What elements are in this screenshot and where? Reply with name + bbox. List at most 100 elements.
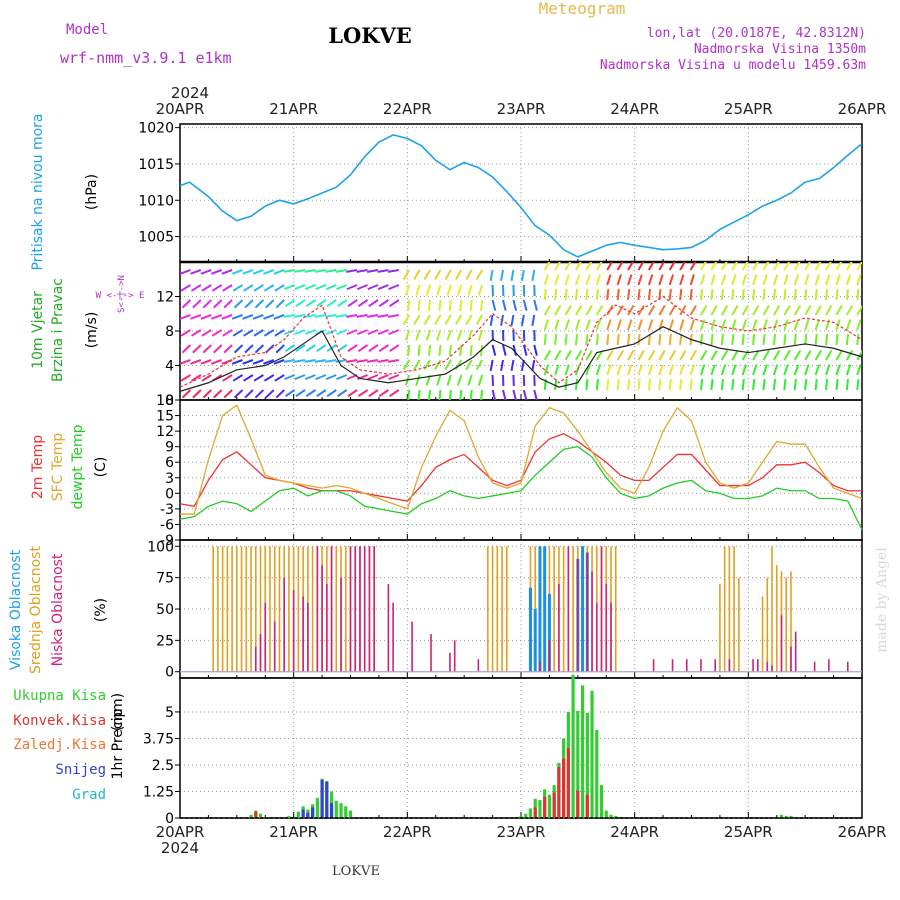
wind-arrow (616, 288, 620, 301)
wind-arrow (454, 314, 463, 326)
wind-arrow (510, 359, 515, 372)
wind-arrow (606, 288, 610, 301)
wind-arrow (438, 344, 442, 357)
wind-arrow (679, 304, 687, 316)
wind-arrow (679, 364, 685, 376)
wind-arrow (467, 284, 473, 296)
wind-arrow (448, 299, 452, 312)
wind-arrow (762, 274, 768, 286)
precip-bar (287, 815, 291, 818)
wind-arrow (294, 359, 306, 363)
wind-arrow (438, 389, 442, 400)
wind-arrow (469, 389, 473, 400)
wind-arrow (574, 378, 579, 391)
wind-arrow (446, 329, 452, 341)
cloud-bar (605, 583, 608, 672)
wind-arrow (637, 304, 645, 316)
wind-arrow (263, 329, 275, 337)
wind-arrow (512, 299, 518, 311)
temp-unit: (C) (93, 457, 109, 478)
wind-arrow (222, 329, 233, 337)
wind-arrow (368, 299, 379, 307)
precip-bar (552, 792, 556, 818)
cloud-bar (392, 602, 394, 672)
wind-arrow (668, 288, 672, 301)
temp-label-1: 2m Temp (30, 435, 46, 499)
wind-arrow (454, 269, 463, 281)
wind-arrow (762, 378, 766, 391)
wind-arrow (427, 344, 432, 357)
wind-arrow (469, 299, 473, 312)
wind-arrow (699, 378, 704, 391)
wind-arrow (741, 274, 748, 286)
wind-arrow (456, 374, 463, 386)
cloud-bar (553, 546, 555, 672)
wind-arrow (522, 299, 528, 311)
wind-arrow (201, 329, 212, 337)
wind-arrow (647, 288, 652, 301)
wind-arrow (446, 374, 452, 386)
wind-arrow (356, 329, 368, 336)
wind-arrow (793, 304, 802, 316)
wind-arrow (294, 374, 306, 381)
wind-arrow (783, 364, 789, 376)
wind-arrow (554, 304, 562, 316)
wind-arrow (436, 284, 442, 296)
wind-arrow (387, 359, 399, 363)
cloud-bar (292, 590, 295, 672)
wind-arrow (325, 329, 337, 336)
wind-arrow (347, 344, 358, 352)
wind-arrow (180, 374, 191, 382)
y-tick-label: 15 (156, 409, 174, 425)
wind-arrow (389, 344, 400, 352)
wind-arrow (772, 274, 779, 286)
wind-arrow (294, 284, 306, 291)
pressure-label: Pritisak na nivou mora (30, 113, 46, 270)
wind-arrow (465, 359, 473, 371)
y-tick-label: -3 (160, 502, 174, 518)
precip-bar (315, 797, 319, 818)
wind-arrow (491, 389, 497, 400)
precip-bar (590, 690, 594, 818)
cloud-bar (330, 546, 333, 672)
cloud-bar (586, 552, 589, 672)
cloud-bar (766, 577, 769, 672)
wind-arrow (423, 359, 431, 371)
wind-arrow (700, 274, 706, 286)
cloud-bar (685, 659, 688, 672)
wind-arrow (378, 389, 389, 397)
wind-arrow (616, 364, 622, 376)
wind-arrow (377, 284, 389, 291)
wind-arrow (647, 319, 654, 331)
wind-arrow (475, 314, 484, 326)
wind-arrow (616, 349, 624, 361)
cloud-bar (719, 583, 721, 672)
wind-arrow (304, 329, 316, 336)
wind-arrow (388, 374, 400, 381)
wind-arrow (304, 359, 316, 363)
legend-conv-rain: Konvek.Kisa (13, 713, 106, 729)
y-tick-label: 12 (156, 290, 174, 306)
wind-arrow (783, 333, 787, 346)
wind-arrow (428, 389, 432, 400)
wind-arrow (243, 284, 254, 292)
wind-arrow (190, 374, 202, 382)
wind-arrow (731, 333, 735, 346)
cloud-bar (775, 565, 778, 672)
wind-arrow (477, 329, 484, 341)
wind-arrow (793, 319, 800, 331)
wind-arrow (825, 274, 831, 286)
precip-bar (609, 814, 613, 818)
wind-arrow (444, 359, 452, 371)
wind-arrow (772, 364, 779, 376)
panels: 100510101015102004812-9-6-30369121518025… (138, 121, 863, 827)
wind-arrow (315, 374, 327, 381)
wind-arrow (710, 262, 718, 271)
cloud-bar (538, 546, 542, 672)
wind-arrow (793, 349, 802, 361)
cloud-bar (307, 602, 309, 672)
wind-arrow (668, 262, 676, 271)
wind-arrow (606, 378, 610, 391)
wind-arrow (243, 329, 254, 337)
wind-arrow (762, 262, 770, 271)
